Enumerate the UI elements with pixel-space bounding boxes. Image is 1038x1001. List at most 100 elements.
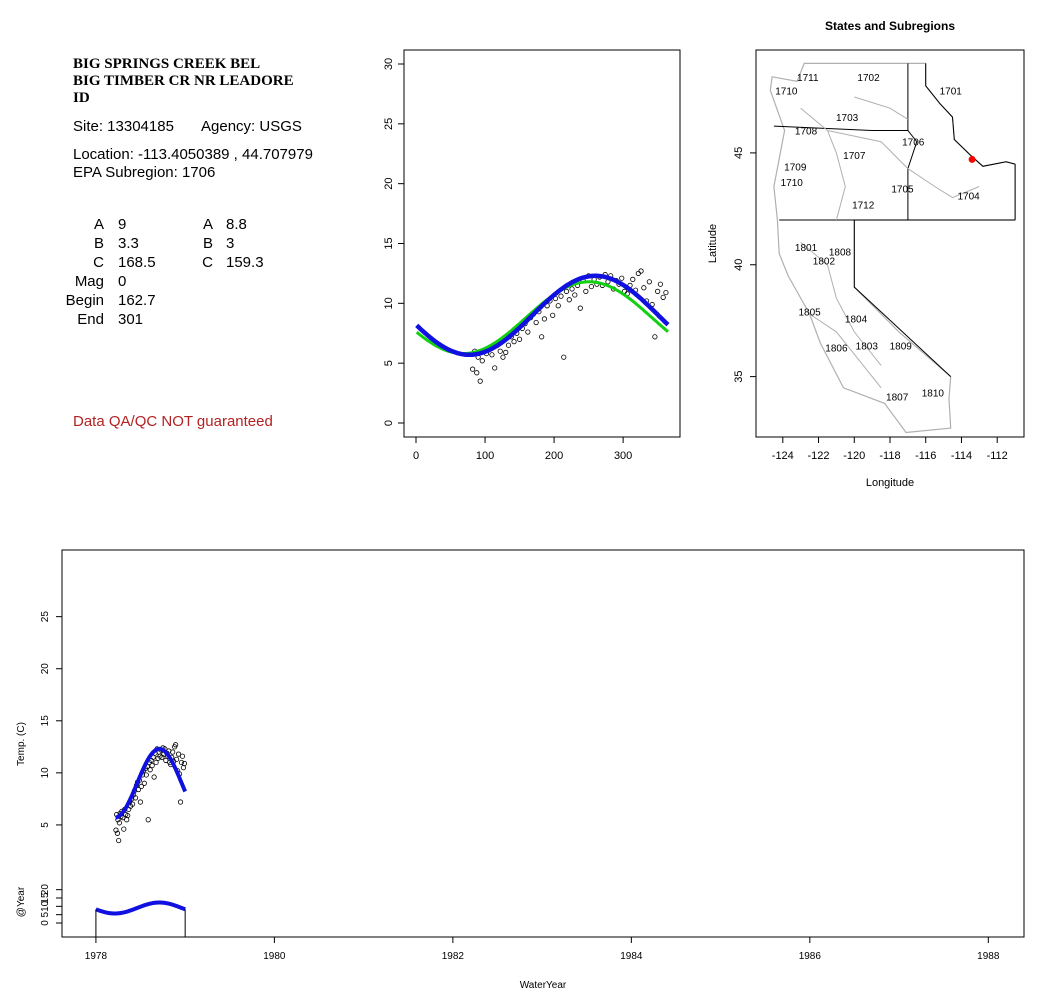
seasonal-data-point xyxy=(505,342,512,348)
timeseries-data-point xyxy=(179,753,186,759)
map-subregion-label: 1702 xyxy=(857,73,880,84)
timeseries-data-point xyxy=(125,812,131,819)
map-subregion-label: 1808 xyxy=(829,247,852,258)
seasonal-data-point xyxy=(566,297,572,303)
seasonal-data-point xyxy=(539,334,545,340)
timeseries-data-point xyxy=(114,830,121,836)
subregion-map: States and Subregions -124 -122 -120 -118 -11… xyxy=(707,19,1025,489)
param-value-end: 301 xyxy=(118,311,144,328)
map-subregion-label: 1806 xyxy=(825,344,848,355)
seasonal-x-tick-label: 300 xyxy=(614,450,632,462)
map-subregion-label: 1804 xyxy=(845,314,868,325)
site-id: Site: 13304185 xyxy=(73,118,174,135)
param-label-c: C xyxy=(93,254,104,271)
seasonal-data-point xyxy=(655,288,661,294)
timeseries-data-point xyxy=(170,749,176,755)
qa-disclaimer: Data QA/QC NOT guaranteed xyxy=(73,413,273,430)
map-site-marker xyxy=(968,155,976,163)
map-subregion-boundary xyxy=(907,168,980,199)
map-subregion-boundary xyxy=(827,130,909,169)
map-subregion-label: 1803 xyxy=(856,341,879,352)
map-subregion-label: 1711 xyxy=(797,73,819,84)
map-subregion-label: 1805 xyxy=(798,308,821,319)
timeseries-x-tick-label: 1978 xyxy=(85,951,108,962)
timeseries-x-tick-label: 1984 xyxy=(620,951,643,962)
timeseries-data-point xyxy=(116,820,122,826)
map-subregion-label: 1710 xyxy=(781,178,804,189)
seasonal-data-point xyxy=(561,354,567,360)
seasonal-fit-curve-blue xyxy=(415,273,670,358)
seasonal-data-point xyxy=(525,329,531,335)
timeseries-data-point xyxy=(120,815,126,821)
seasonal-data-point xyxy=(657,281,664,287)
timeseries-data-point xyxy=(145,817,151,823)
param-label-b: B xyxy=(93,235,104,252)
map-subregion-boundary xyxy=(854,96,909,120)
agency: Agency: USGS xyxy=(201,118,302,135)
timeseries-data-point xyxy=(163,757,169,763)
timeseries-data-point xyxy=(177,799,184,805)
map-subregion-boundary xyxy=(800,107,846,221)
timeseries-plot-frame xyxy=(61,549,1025,938)
map-x-tick-label: -124 xyxy=(772,450,794,462)
seasonal-data-point xyxy=(638,268,644,274)
map-subregion-boundary xyxy=(809,313,882,389)
timeseries-data-point xyxy=(175,751,182,757)
timeseries-data-point xyxy=(138,783,144,790)
site-name-line-3: ID xyxy=(73,90,90,106)
seasonal-data-point xyxy=(470,366,476,372)
param-value-c: 168.5 xyxy=(118,254,156,271)
epa-subregion: EPA Subregion: 1706 xyxy=(73,164,216,181)
map-y-tick-label: 40 xyxy=(733,259,745,271)
seasonal-data-point xyxy=(541,316,548,322)
map-subregion-label: 1701 xyxy=(940,86,963,97)
seasonal-data-point xyxy=(503,349,509,355)
timeseries-data-point xyxy=(116,837,122,844)
param2-label-c: C xyxy=(202,254,213,271)
seasonal-data-point xyxy=(577,305,583,311)
timeseries-x-tick-label: 1988 xyxy=(977,951,1000,962)
timeseries-data-point xyxy=(113,827,119,833)
param-label-mag: Mag xyxy=(74,273,104,290)
yearfit-y-axis-label: @Year xyxy=(16,886,27,917)
timeseries-data-point xyxy=(147,767,153,773)
map-x-tick-label: -116 xyxy=(915,450,936,462)
param-value-begin: 162.7 xyxy=(118,292,156,309)
map-y-axis-label: Latitude xyxy=(707,224,719,263)
seasonal-data-point xyxy=(588,283,594,290)
timeseries-y-axis-label: Temp. (C) xyxy=(16,722,27,766)
map-x-tick-label: -114 xyxy=(951,450,972,462)
yearfit-y-tick-label: 5 xyxy=(40,911,51,917)
seasonal-data-point xyxy=(646,279,652,285)
timeseries-data-point xyxy=(178,759,185,766)
seasonal-data-point xyxy=(533,319,539,326)
map-y-tick-label: 45 xyxy=(733,147,745,159)
map-subregion-label: 1703 xyxy=(836,113,859,124)
map-state-boundary xyxy=(925,63,1016,167)
seasonal-data-point xyxy=(641,285,647,291)
map-subregion-label: 1709 xyxy=(784,162,807,173)
timeseries-data-point xyxy=(173,756,180,762)
map-title: States and Subregions xyxy=(825,19,955,33)
timeseries-data-point xyxy=(180,765,187,771)
timeseries-y-tick-label: 5 xyxy=(40,822,51,828)
map-x-tick-label: -112 xyxy=(987,450,1008,462)
seasonal-data-point xyxy=(497,348,503,354)
map-subregion-label: 1704 xyxy=(957,191,980,202)
param-value-mag: 0 xyxy=(118,273,127,290)
timeseries-data-point xyxy=(181,760,188,767)
timeseries-data-point xyxy=(121,826,127,832)
map-x-tick-label: -120 xyxy=(843,450,865,462)
map-subregion-label: 1807 xyxy=(886,393,909,404)
param-label-a: A xyxy=(93,216,104,233)
yearfit-y-tick-label: 10 xyxy=(40,900,51,912)
map-subregion-label: 1707 xyxy=(843,151,866,162)
map-subregion-label: 1802 xyxy=(813,256,836,267)
seasonal-y-tick-label: 15 xyxy=(383,237,395,249)
timeseries-y-tick-label: 15 xyxy=(40,715,51,727)
seasonal-y-tick-label: 30 xyxy=(383,58,395,70)
seasonal-data-point xyxy=(583,288,589,294)
timeseries-y-tick-label: 20 xyxy=(40,663,51,675)
seasonal-data-point xyxy=(652,334,658,340)
param2-label-b: B xyxy=(202,235,213,252)
